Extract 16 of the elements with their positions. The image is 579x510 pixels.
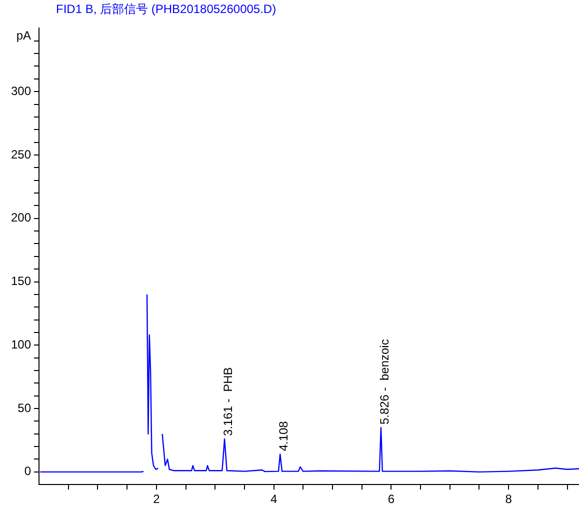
x-tick-label: 2 <box>153 492 160 506</box>
x-tick-label: 8 <box>505 492 512 506</box>
y-tick-label: 200 <box>10 210 32 225</box>
annotation: 5.826 - benzoic <box>377 339 392 425</box>
y-tick-label: 150 <box>10 274 32 288</box>
y-tick-label: 300 <box>10 84 32 98</box>
y-tick-label: 100 <box>10 337 32 352</box>
chart-title: FID1 B, 后部信号 (PHB201805260005.D) <box>56 1 276 18</box>
x-tick-label: 4 <box>270 492 278 506</box>
x-tick-label: 6 <box>388 492 395 506</box>
annotation: 4.108 <box>276 420 290 452</box>
y-tick-label: 0 <box>24 464 32 478</box>
annotation: 3.161 - PHB <box>220 367 235 436</box>
y-tick-label: 50 <box>18 400 32 415</box>
y-tick-label: 250 <box>10 147 32 162</box>
y-axis-title: pA <box>16 28 32 43</box>
